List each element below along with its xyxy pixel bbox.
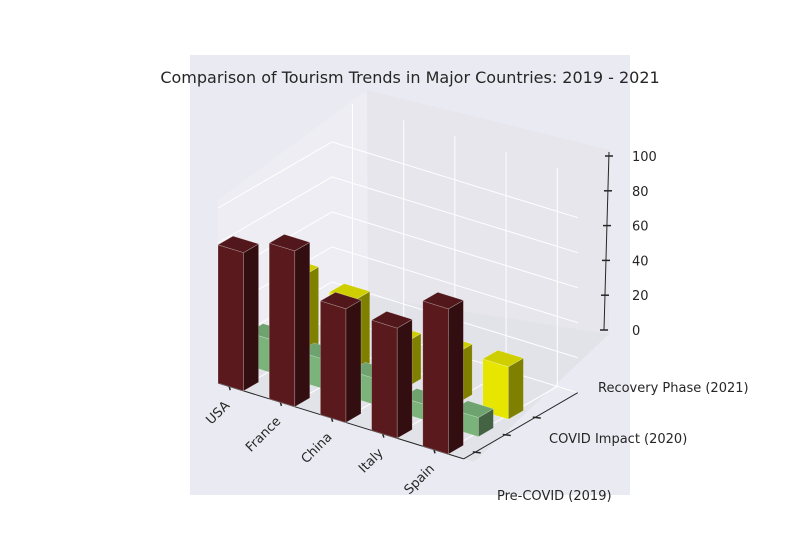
y-axis-line [463, 392, 579, 460]
bar-pre-covid-italy [370, 311, 413, 439]
y-tick [502, 433, 511, 437]
bar-side-face [243, 243, 259, 392]
z-tick-label: 0 [632, 324, 640, 339]
bar-side-face [294, 241, 311, 408]
bar-side-face [345, 299, 362, 424]
bar-front-face [320, 300, 347, 423]
z-tick-label: 20 [632, 289, 649, 304]
bar-pre-covid-spain [422, 291, 465, 455]
z-axis-line [603, 151, 610, 331]
back-pane-right [367, 90, 610, 334]
bar-front-face [217, 244, 244, 392]
bars [217, 234, 525, 455]
y-tick [532, 416, 541, 419]
bar-pre-covid-usa [217, 235, 260, 392]
bar-top-face [319, 291, 362, 310]
z-tick-label: 80 [632, 185, 649, 200]
grid-line [217, 141, 578, 219]
grid-line [217, 176, 578, 254]
bar-top-face [268, 234, 311, 252]
bar-front-face [268, 242, 296, 408]
y-tick-label: Recovery Phase (2021) [598, 381, 749, 396]
z-tick-label: 60 [632, 220, 649, 235]
bar-side-face [508, 357, 524, 420]
bar-side-face [448, 299, 464, 455]
bar-top-face [217, 235, 260, 253]
y-tick-label: Pre-COVID (2019) [497, 489, 612, 504]
bar-top-face [482, 349, 525, 368]
bar-top-face [422, 291, 465, 310]
y-tick-label: COVID Impact (2020) [549, 432, 687, 447]
bar-top-face [370, 311, 413, 329]
bar-front-face [422, 300, 449, 455]
chart-title: Comparison of Tourism Trends in Major Co… [160, 68, 659, 87]
bar-side-face [396, 318, 413, 439]
bar-recovery-spain [482, 349, 525, 420]
y-tick [472, 451, 481, 454]
bar-pre-covid-china [319, 291, 362, 424]
bar-pre-covid-france [268, 234, 311, 408]
bar-front-face [371, 319, 398, 439]
z-tick-label: 100 [632, 150, 657, 165]
z-tick-label: 40 [632, 254, 649, 269]
